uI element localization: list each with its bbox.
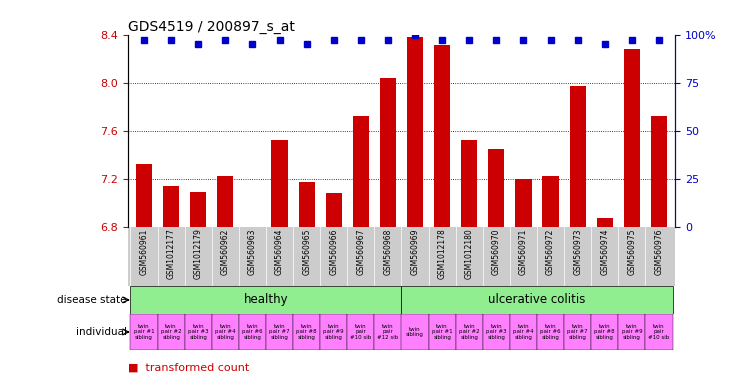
Text: healthy: healthy xyxy=(244,293,288,306)
Bar xyxy=(185,314,212,350)
Bar xyxy=(163,186,180,227)
Bar xyxy=(402,286,672,314)
Text: twin
pair #9
sibling: twin pair #9 sibling xyxy=(323,324,344,340)
Text: disease state: disease state xyxy=(58,295,127,305)
Bar xyxy=(515,179,531,227)
Text: twin
pair
#10 sib: twin pair #10 sib xyxy=(648,324,669,340)
Bar xyxy=(239,314,266,350)
Text: GSM560973: GSM560973 xyxy=(573,228,583,275)
Text: GDS4519 / 200897_s_at: GDS4519 / 200897_s_at xyxy=(128,20,295,33)
Text: ulcerative colitis: ulcerative colitis xyxy=(488,293,585,306)
Bar xyxy=(488,149,504,227)
Text: twin
sibling: twin sibling xyxy=(406,326,424,338)
Text: GSM560976: GSM560976 xyxy=(655,228,664,275)
Bar xyxy=(266,314,293,350)
Text: GSM560970: GSM560970 xyxy=(492,228,501,275)
Text: GSM560975: GSM560975 xyxy=(627,228,637,275)
Bar xyxy=(272,140,288,227)
Bar xyxy=(402,314,429,350)
Bar xyxy=(569,86,585,227)
Text: ■  transformed count: ■ transformed count xyxy=(128,362,249,373)
Bar xyxy=(407,37,423,227)
Bar xyxy=(645,314,672,350)
Text: twin
pair #6
sibling: twin pair #6 sibling xyxy=(540,324,561,340)
Text: twin
pair #1
sibling: twin pair #1 sibling xyxy=(432,324,453,340)
Bar xyxy=(347,314,374,350)
Text: GSM560962: GSM560962 xyxy=(220,228,230,275)
Text: twin
pair #1
sibling: twin pair #1 sibling xyxy=(134,324,154,340)
Text: twin
pair #3
sibling: twin pair #3 sibling xyxy=(188,324,209,340)
Text: twin
pair #8
sibling: twin pair #8 sibling xyxy=(594,324,615,340)
Text: GSM560963: GSM560963 xyxy=(248,228,257,275)
Bar xyxy=(456,314,483,350)
Text: GSM560968: GSM560968 xyxy=(383,228,393,275)
Bar xyxy=(618,314,645,350)
Bar xyxy=(623,49,640,227)
Text: GSM560972: GSM560972 xyxy=(546,228,555,275)
Bar xyxy=(326,193,342,227)
Bar xyxy=(299,182,315,227)
Text: GSM560974: GSM560974 xyxy=(600,228,610,275)
Bar xyxy=(542,176,558,227)
Text: twin
pair
#12 sib: twin pair #12 sib xyxy=(377,324,399,340)
Bar xyxy=(483,314,510,350)
Bar xyxy=(564,314,591,350)
Text: twin
pair
#10 sib: twin pair #10 sib xyxy=(350,324,372,340)
Bar xyxy=(591,314,618,350)
Bar xyxy=(596,218,613,227)
Bar xyxy=(131,314,158,350)
Text: GSM560969: GSM560969 xyxy=(410,228,420,275)
Bar xyxy=(190,192,207,227)
Bar xyxy=(510,314,537,350)
Bar xyxy=(374,314,402,350)
Bar xyxy=(158,314,185,350)
Text: GSM560964: GSM560964 xyxy=(275,228,284,275)
Bar xyxy=(461,140,477,227)
Text: twin
pair #8
sibling: twin pair #8 sibling xyxy=(296,324,317,340)
Text: GSM1012179: GSM1012179 xyxy=(193,228,203,279)
Text: twin
pair #9
sibling: twin pair #9 sibling xyxy=(621,324,642,340)
Bar xyxy=(131,286,402,314)
Text: twin
pair #7
sibling: twin pair #7 sibling xyxy=(567,324,588,340)
Text: GSM1012177: GSM1012177 xyxy=(166,228,176,279)
Bar xyxy=(434,45,450,227)
Text: GSM560965: GSM560965 xyxy=(302,228,311,275)
Text: GSM560967: GSM560967 xyxy=(356,228,365,275)
Text: individual: individual xyxy=(76,327,127,337)
Text: GSM1012180: GSM1012180 xyxy=(465,228,474,279)
Text: GSM560971: GSM560971 xyxy=(519,228,528,275)
Bar xyxy=(353,116,369,227)
Bar xyxy=(212,314,239,350)
Text: twin
pair #2
sibling: twin pair #2 sibling xyxy=(161,324,182,340)
Text: twin
pair #3
sibling: twin pair #3 sibling xyxy=(486,324,507,340)
Bar xyxy=(218,176,234,227)
Bar xyxy=(537,314,564,350)
Text: twin
pair #2
sibling: twin pair #2 sibling xyxy=(459,324,480,340)
Bar xyxy=(136,164,152,227)
Text: twin
pair #4
sibling: twin pair #4 sibling xyxy=(215,324,236,340)
Bar xyxy=(320,314,347,350)
Text: twin
pair #4
sibling: twin pair #4 sibling xyxy=(513,324,534,340)
Bar xyxy=(293,314,320,350)
Bar xyxy=(429,314,456,350)
Text: twin
pair #6
sibling: twin pair #6 sibling xyxy=(242,324,263,340)
Text: twin
pair #7
sibling: twin pair #7 sibling xyxy=(269,324,290,340)
Bar xyxy=(651,116,667,227)
Text: GSM1012178: GSM1012178 xyxy=(438,228,447,279)
Text: GSM560961: GSM560961 xyxy=(139,228,148,275)
Bar xyxy=(380,78,396,227)
Text: GSM560966: GSM560966 xyxy=(329,228,338,275)
